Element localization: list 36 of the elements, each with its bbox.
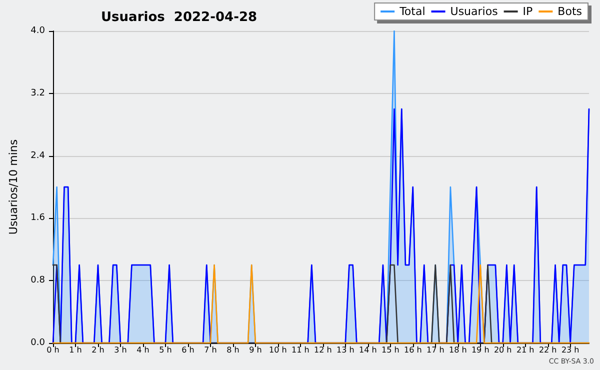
x-tick-label: 19 h bbox=[471, 346, 490, 354]
y-tick-label: 4.0 bbox=[30, 26, 46, 36]
x-tick-label: 5 h bbox=[159, 346, 172, 354]
chart-title: Usuarios 2022-04-28 bbox=[101, 10, 258, 25]
x-tick-label: 18 h bbox=[448, 346, 467, 354]
x-tick-label: 22 h bbox=[538, 346, 557, 354]
y-axis-title: Usuarios/10 mins bbox=[7, 139, 20, 235]
y-tick-label: 1.6 bbox=[30, 213, 46, 224]
x-tick-label: 6 h bbox=[182, 346, 194, 354]
x-tick-label: 23 h bbox=[561, 346, 580, 354]
y-tick-label: 3.2 bbox=[30, 88, 45, 98]
x-tick-label: 16 h bbox=[404, 346, 422, 354]
y-tick-label: 0.0 bbox=[30, 338, 46, 348]
legend-label: Usuarios bbox=[450, 5, 498, 18]
x-tick-label: 15 h bbox=[381, 346, 400, 354]
legend-label: IP bbox=[522, 5, 534, 18]
x-tick-label: 14 h bbox=[359, 346, 377, 354]
x-tick-label: 12 h bbox=[314, 346, 332, 354]
legend-label: Bots bbox=[558, 5, 582, 18]
x-tick-label: 9 h bbox=[249, 346, 262, 354]
x-tick-label: 11 h bbox=[292, 346, 310, 354]
x-tick-label: 8 h bbox=[226, 346, 240, 354]
x-tick-label: 21 h bbox=[516, 346, 534, 354]
x-tick-label: 1 h bbox=[69, 346, 82, 354]
x-tick-label: 2 h bbox=[92, 346, 104, 354]
x-tick-label: 3 h bbox=[114, 346, 127, 354]
x-tick-label: 17 h bbox=[426, 346, 444, 354]
y-tick-label: 2.4 bbox=[30, 150, 46, 161]
x-tick-label: 20 h bbox=[494, 346, 512, 354]
x-tick-label: 4 h bbox=[136, 346, 150, 354]
x-tick-label: 0 h bbox=[46, 346, 60, 354]
legend-label: Total bbox=[398, 5, 426, 18]
x-tick-label: 10 h bbox=[269, 346, 287, 354]
x-tick-label: 7 h bbox=[204, 346, 217, 354]
y-tick-label: 0.8 bbox=[30, 276, 46, 286]
x-tick-label: 13 h bbox=[336, 346, 354, 354]
